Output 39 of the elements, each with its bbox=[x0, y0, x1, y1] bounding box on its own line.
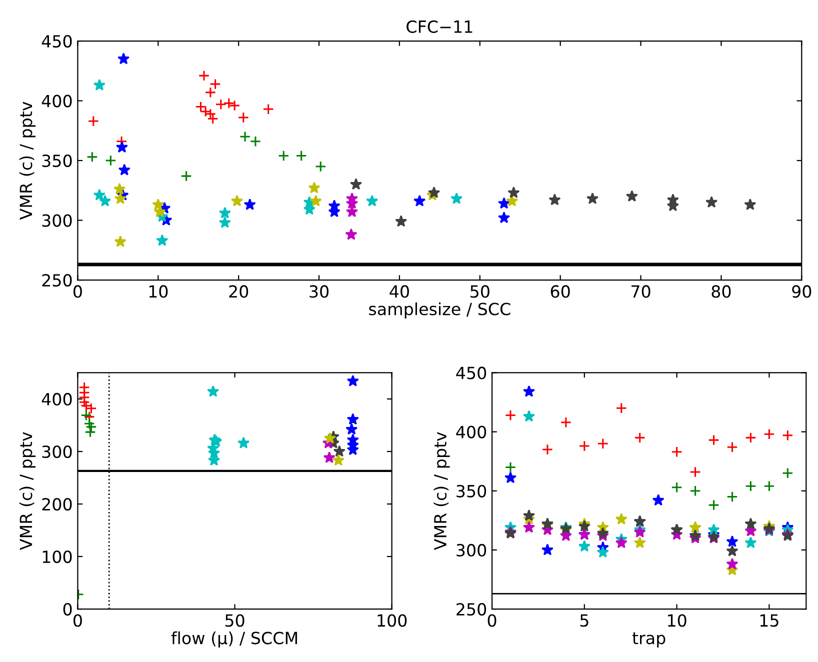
y-tick-label: 350 bbox=[42, 154, 72, 168]
x-tick-label: 70 bbox=[632, 285, 650, 298]
x-tick-label: 90 bbox=[792, 285, 812, 298]
x-tick-label: 20 bbox=[229, 285, 248, 298]
y-tick-label: 200 bbox=[42, 498, 72, 511]
x-tick-label: 0 bbox=[74, 614, 82, 627]
x-tick-label: 5 bbox=[580, 614, 588, 627]
y-tick-label: 450 bbox=[456, 366, 486, 380]
y-tick-label: 300 bbox=[42, 445, 72, 458]
x-tick-label: 80 bbox=[712, 285, 731, 298]
chart-title: CFC−11 bbox=[406, 20, 472, 33]
x-tick-label: 30 bbox=[310, 285, 329, 298]
x-tick-label: 60 bbox=[550, 285, 570, 298]
x-tick-label: 0 bbox=[488, 614, 496, 627]
y-tick-label: 450 bbox=[42, 35, 72, 48]
y-tick-label: 300 bbox=[42, 214, 72, 227]
y-tick-label: 350 bbox=[456, 484, 486, 498]
x-tick-label: 10 bbox=[149, 285, 168, 298]
y-tick-label: 400 bbox=[456, 426, 486, 438]
y-tick-label: 300 bbox=[456, 544, 486, 557]
x-axis-title: flow (μ) / SCCM bbox=[171, 631, 297, 648]
x-axis-title: samplesize / SCC bbox=[369, 302, 510, 319]
x-axis-title: trap bbox=[632, 632, 666, 648]
y-axis-title: VMR (c) / pptv bbox=[434, 432, 450, 550]
y-tick-label: 0 bbox=[63, 603, 72, 616]
y-axis-title: VMR (c) / pptv bbox=[19, 102, 36, 220]
y-tick-label: 400 bbox=[42, 94, 72, 108]
x-tick-label: 100 bbox=[378, 614, 407, 627]
x-tick-label: 15 bbox=[760, 614, 778, 627]
y-tick-label: 250 bbox=[456, 603, 486, 616]
x-tick-label: 50 bbox=[470, 285, 490, 298]
y-axis-title: VMR (c) / pptv bbox=[19, 432, 36, 550]
x-tick-label: 40 bbox=[390, 285, 409, 298]
y-tick-label: 250 bbox=[42, 274, 72, 287]
x-tick-label: 0 bbox=[74, 285, 82, 298]
y-tick-label: 100 bbox=[42, 550, 72, 564]
x-tick-label: 10 bbox=[668, 614, 686, 627]
x-tick-label: 50 bbox=[225, 614, 244, 627]
y-tick-label: 400 bbox=[42, 392, 72, 406]
